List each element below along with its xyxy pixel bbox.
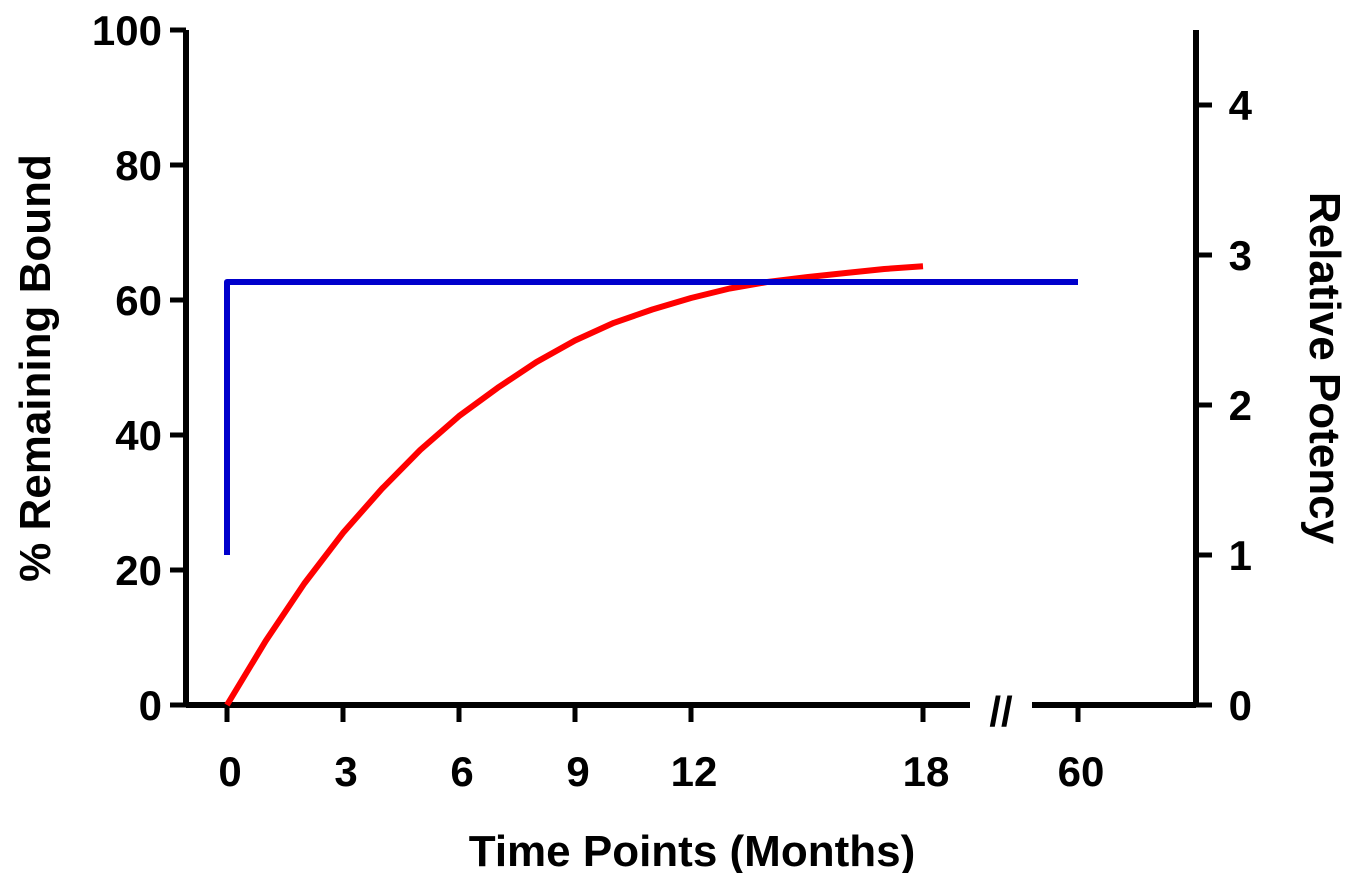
right-y-tick-label: 4 [1229,82,1253,129]
x-axis: 0 3 6 9 12 18 60 // [186,688,1196,795]
right-y-tick-label: 1 [1229,532,1252,579]
x-tick-label: 3 [334,748,357,795]
right-y-tick-label: 3 [1229,232,1252,279]
left-y-axis-title: % Remaining Bound [11,154,60,582]
x-tick-label: 0 [218,748,241,795]
right-y-ticks: 0 1 2 3 4 [1196,82,1253,729]
x-tick-label: 18 [903,748,950,795]
x-ticks: 0 3 6 9 12 18 60 [218,705,1104,795]
remaining-bound-line [224,263,924,707]
left-y-tick-label: 0 [139,682,162,729]
x-tick-label: 12 [671,748,718,795]
x-tick-label: 60 [1058,748,1105,795]
right-y-axis: 0 1 2 3 4 [1193,30,1253,729]
axis-break-mark: // [989,688,1013,735]
right-y-axis-title: Relative Potency [1300,192,1349,545]
left-y-tick-label: 40 [115,412,162,459]
left-y-tick-label: 20 [115,547,162,594]
x-tick-label: 6 [450,748,473,795]
series-layer [224,263,1078,707]
right-y-tick-label: 2 [1229,382,1252,429]
relative-potency-line [224,279,1078,555]
x-tick-label: 9 [566,748,589,795]
left-y-axis: 0 20 40 60 80 100 [92,7,189,729]
left-y-ticks: 0 20 40 60 80 100 [92,7,186,729]
left-y-tick-label: 80 [115,142,162,189]
left-y-tick-label: 100 [92,7,162,54]
left-y-tick-label: 60 [115,277,162,324]
right-y-tick-label: 0 [1229,682,1252,729]
x-axis-title: Time Points (Months) [469,827,916,873]
